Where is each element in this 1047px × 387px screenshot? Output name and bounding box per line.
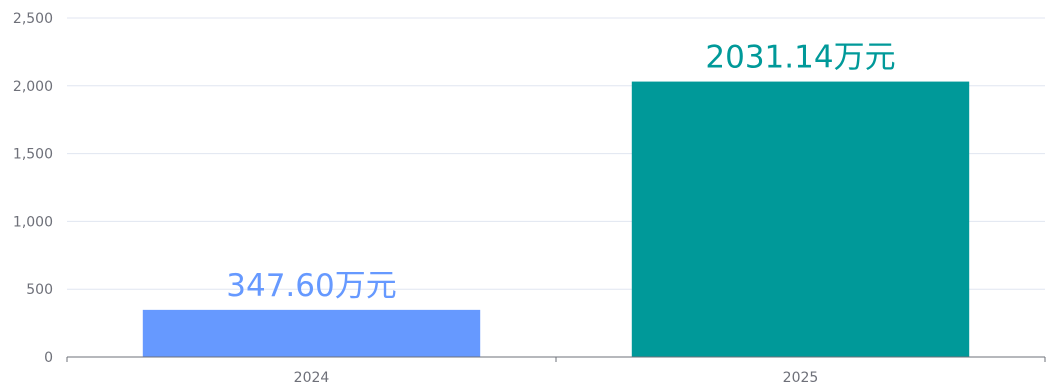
data-label-2025: 2031.14万元 [705, 40, 895, 76]
y-tick-label: 1,500 [13, 147, 53, 163]
data-labels: 347.60万元 2031.14万元 [226, 40, 895, 304]
y-tick-label: 2,000 [13, 79, 53, 95]
x-axis: 2024 2025 [66, 356, 1046, 386]
y-axis-ticks: 0 500 1,000 1,500 2,000 2,500 [13, 11, 53, 366]
bar-2025 [631, 81, 970, 357]
x-tick-label: 2024 [294, 370, 330, 386]
bar-2024 [142, 309, 481, 357]
y-tick-label: 0 [44, 350, 53, 366]
data-label-2024: 347.60万元 [226, 268, 396, 304]
y-tick-label: 500 [26, 282, 53, 298]
x-tick-label: 2025 [783, 370, 819, 386]
bars [142, 81, 970, 357]
y-tick-label: 1,000 [13, 214, 53, 230]
y-tick-label: 2,500 [13, 11, 53, 27]
